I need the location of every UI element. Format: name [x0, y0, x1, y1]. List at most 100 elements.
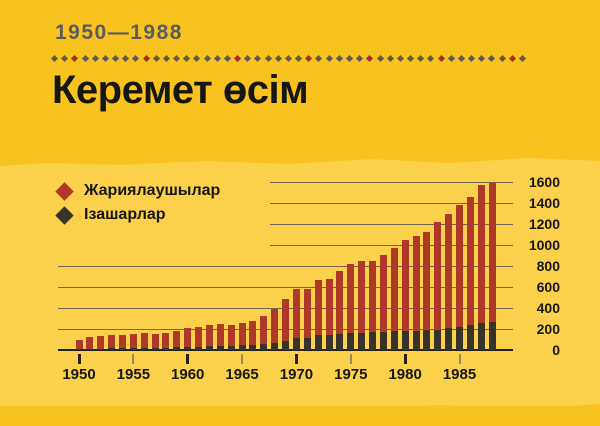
publishers-bar-1962: [205, 324, 213, 350]
pioneers-bar-1954: [118, 348, 126, 350]
y-label-0: 0: [552, 342, 560, 358]
gray-diamond-dot-icon: [122, 54, 130, 63]
red-diamond-dot-icon: [234, 54, 242, 63]
publishers-bar-1977: [369, 261, 377, 350]
gray-diamond-dot-icon: [315, 54, 323, 63]
pioneers-bar-1977: [369, 331, 377, 350]
pioneers-bar-1951: [86, 348, 94, 350]
gray-diamond-dot-icon: [468, 54, 476, 63]
publishers-bar-1988: [488, 182, 496, 350]
pioneers-bar-1982: [423, 329, 431, 350]
publishers-bar-1979: [390, 247, 398, 350]
x-label-1970: 1970: [279, 366, 314, 383]
gridline-1400: [270, 202, 513, 204]
pioneers-bar-1981: [412, 330, 420, 350]
pioneers-bar-1970: [292, 338, 300, 350]
publishers-bar-1966: [249, 321, 257, 350]
pioneers-bar-1986: [466, 324, 474, 350]
pioneers-bar-1966: [249, 344, 257, 350]
publishers-bar-1968: [271, 309, 279, 350]
publishers-bar-1954: [118, 335, 126, 350]
publishers-bar-1953: [108, 334, 116, 350]
gridline-600: [58, 286, 513, 288]
pioneers-bar-1980: [401, 330, 409, 350]
y-label-1600: 1600: [528, 174, 560, 190]
gray-diamond-dot-icon: [111, 54, 120, 63]
legend-label-publishers: Жариялаушылар: [84, 182, 221, 199]
gray-diamond-dot-icon: [223, 54, 231, 63]
gray-diamond-dot-icon: [478, 54, 486, 63]
publishers-bar-1976: [358, 261, 366, 350]
pioneers-bar-1952: [97, 348, 105, 350]
pioneers-bar-1964: [227, 345, 235, 350]
publishers-bar-1958: [162, 333, 170, 350]
red-diamond-dot-icon: [305, 54, 313, 63]
pioneers-bar-1960: [184, 347, 192, 350]
legend-item-pioneers: Ізашарлар: [55, 203, 220, 227]
publishers-bar-1984: [445, 213, 453, 350]
x-label-1985: 1985: [442, 366, 477, 383]
gray-diamond-dot-icon: [427, 54, 435, 63]
x-tick-1965: [241, 354, 244, 364]
pioneers-bar-1969: [282, 340, 290, 350]
pioneers-bar-1972: [314, 335, 322, 350]
gray-diamond-dot-icon: [183, 54, 191, 63]
gray-diamond-dot-icon: [91, 54, 99, 63]
publishers-bar-1955: [129, 334, 137, 350]
x-tick-1985: [458, 354, 461, 364]
publishers-bar-1985: [456, 205, 464, 350]
publishers-bar-1957: [151, 334, 159, 350]
gray-diamond-dot-icon: [274, 54, 282, 63]
red-diamond-dot-icon: [437, 54, 445, 63]
publishers-bar-1980: [401, 239, 409, 350]
publishers-bar-1964: [227, 324, 235, 350]
pioneers-bar-1958: [162, 347, 170, 350]
pioneers-bar-1979: [390, 331, 398, 350]
pioneers-bar-1959: [173, 347, 181, 350]
gray-diamond-dot-icon: [457, 54, 465, 63]
publishers-bar-1967: [260, 316, 268, 350]
gridline-1200: [270, 223, 513, 225]
y-label-800: 800: [536, 258, 560, 274]
y-label-600: 600: [536, 279, 560, 295]
gray-diamond-dot-icon: [335, 54, 343, 63]
pioneers-bar-1985: [456, 327, 464, 350]
publishers-bar-1972: [314, 280, 322, 350]
publishers-bar-1986: [466, 197, 474, 350]
gray-diamond-dot-icon: [325, 54, 333, 63]
x-tick-1955: [132, 354, 135, 364]
y-label-1400: 1400: [528, 195, 560, 211]
publishers-bar-1963: [216, 324, 224, 350]
chart-legend: Жариялаушылар Ізашарлар: [55, 179, 220, 227]
gray-diamond-dot-icon: [345, 54, 354, 63]
gray-diamond-dot-icon: [447, 54, 455, 63]
pioneers-bar-1955: [129, 348, 137, 350]
gray-diamond-dot-icon: [101, 54, 109, 63]
y-label-200: 200: [536, 321, 560, 337]
gray-diamond-dot-icon: [406, 54, 415, 63]
gridline-1600: [270, 181, 513, 183]
publishers-bar-1956: [140, 332, 148, 350]
publishers-bar-1961: [195, 327, 203, 350]
red-diamond-dot-icon: [366, 54, 374, 63]
gray-diamond-dot-icon: [356, 54, 364, 63]
gray-diamond-dot-icon: [152, 54, 160, 63]
pioneers-bar-1978: [379, 331, 387, 350]
x-tick-1950: [77, 354, 81, 364]
publishers-bar-1965: [238, 323, 246, 350]
gray-diamond-dot-icon: [488, 54, 496, 63]
x-tick-1960: [186, 354, 190, 364]
gray-diamond-dot-icon: [50, 54, 59, 63]
gray-diamond-dot-icon: [244, 54, 252, 63]
page-title: Керемет өсім: [52, 68, 309, 112]
pioneers-bar-1987: [477, 323, 485, 350]
pioneers-bar-1968: [271, 342, 279, 350]
publishers-bar-1970: [292, 288, 300, 350]
pioneers-bar-1973: [325, 335, 333, 350]
pioneers-bar-1956: [140, 348, 148, 350]
x-tick-1970: [294, 354, 298, 364]
publishers-bar-1969: [282, 298, 290, 350]
gray-diamond-dot-icon: [193, 54, 201, 63]
gray-diamond-dot-icon: [61, 54, 69, 63]
